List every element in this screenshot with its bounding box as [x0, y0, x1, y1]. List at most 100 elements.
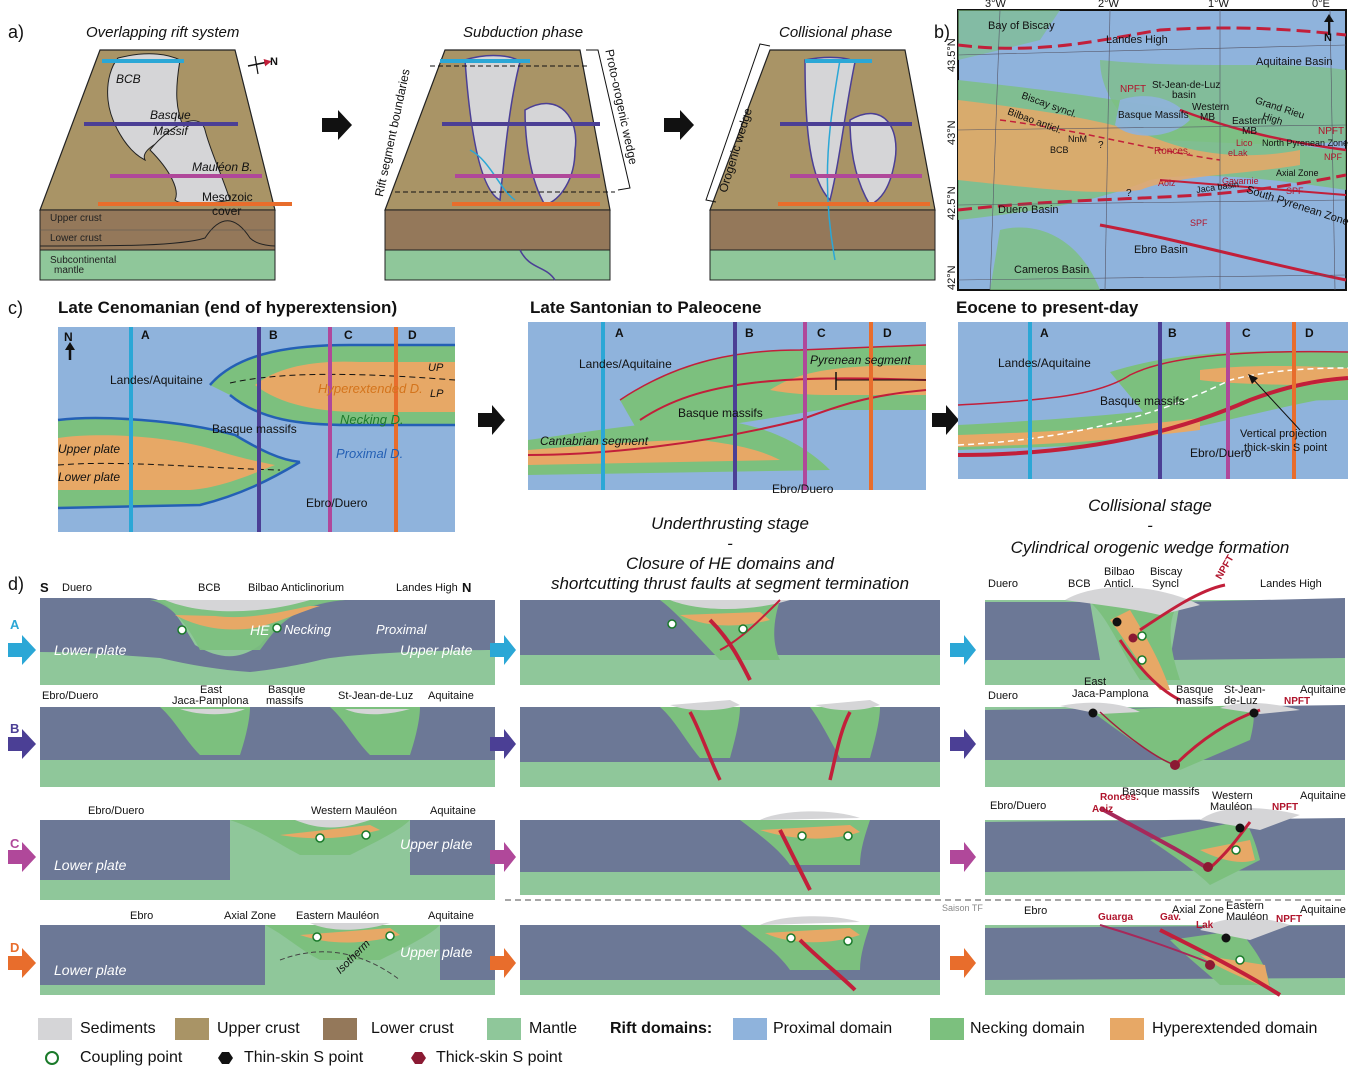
- label-spf-2: SPF: [1190, 218, 1208, 228]
- title-late-cenomanian: Late Cenomanian (end of hyperextension): [58, 298, 397, 318]
- legend-thick-skin: Thick-skin S point: [436, 1049, 562, 1067]
- c1-label-necking: Necking D.: [340, 412, 404, 427]
- label-elak: eLak: [1228, 148, 1248, 158]
- label-bcb: BCB: [116, 72, 141, 86]
- title-collisional: Collisional phase: [779, 24, 892, 41]
- c3-letter-d: D: [1305, 326, 1314, 340]
- dB-aquitaine: Aquitaine: [428, 690, 474, 702]
- c1-letter-a: A: [141, 328, 150, 342]
- label-question-1: ?: [1098, 140, 1104, 151]
- c1-letter-c: C: [344, 328, 353, 342]
- stage-closure-2: shortcutting thrust faults at segment te…: [520, 574, 940, 594]
- c1-label-lower-plate: Lower plate: [58, 470, 120, 484]
- arrow-c2: [932, 405, 959, 435]
- label-npft-b2: NPFT: [1318, 126, 1344, 137]
- dA-bilbao: Bilbao Anticlinorium: [248, 582, 344, 594]
- section-B3: [985, 703, 1345, 787]
- block-diagram-1: [40, 50, 292, 280]
- dB3-sjl-2: de-Luz: [1224, 695, 1258, 707]
- dA3-biscay-1: Biscay: [1150, 566, 1182, 578]
- arrow-a2: [664, 110, 694, 140]
- dA3-duero: Duero: [988, 578, 1018, 590]
- dA-s: S: [40, 580, 49, 595]
- label-nnm: NnM: [1068, 134, 1087, 144]
- compass-n-label: N: [270, 56, 278, 68]
- c3-letter-b: B: [1168, 326, 1177, 340]
- dA-he: HE: [250, 622, 269, 638]
- c2-label-ebro: Ebro/Duero: [772, 482, 833, 496]
- dA3-bilbao-1: Bilbao: [1104, 566, 1135, 578]
- section-C3: [985, 808, 1345, 895]
- dB3-basque-2: massifs: [1176, 695, 1213, 707]
- dB-basque-2: massifs: [266, 695, 303, 707]
- dA3-biscay-2: Syncl: [1152, 578, 1179, 590]
- dD-eastern: Eastern Mauléon: [296, 910, 379, 922]
- stage-cylindrical: Cylindrical orogenic wedge formation: [960, 538, 1340, 558]
- label-mantle: mantle: [54, 265, 84, 276]
- dA-lower-plate: Lower plate: [54, 642, 126, 658]
- label-npft-b1: NPFT: [1120, 84, 1146, 95]
- stage-dash-1: -: [540, 534, 920, 554]
- panel-label-a: a): [8, 22, 24, 43]
- title-eocene: Eocene to present-day: [956, 298, 1138, 318]
- row-letter-a: A: [10, 617, 19, 632]
- c1-label-ebro: Ebro/Duero: [306, 496, 367, 510]
- label-npz: North Pyrenean Zone: [1262, 138, 1348, 148]
- section-D2: [520, 916, 940, 995]
- section-B1: [40, 707, 495, 787]
- dB-ebro: Ebro/Duero: [42, 690, 98, 702]
- lat-43-5: 43.5°N: [946, 38, 958, 72]
- dD3-eastern-2: Mauléon: [1226, 911, 1268, 923]
- legend-rift-domains: Rift domains:: [610, 1020, 712, 1038]
- section-C2: [520, 811, 940, 895]
- label-aquitaine-basin: Aquitaine Basin: [1256, 56, 1332, 68]
- c2-letter-a: A: [615, 326, 624, 340]
- dC-upper-plate: Upper plate: [400, 836, 472, 852]
- legend-necking: Necking domain: [970, 1020, 1085, 1038]
- dA3-bilbao-2: Anticl.: [1104, 578, 1134, 590]
- dD3-lak: Lak: [1196, 920, 1213, 931]
- dA-n: N: [462, 580, 471, 595]
- label-saison-tf: Saison TF: [942, 903, 983, 913]
- dA3-landes: Landes High: [1260, 578, 1322, 590]
- dA-necking: Necking: [284, 622, 331, 637]
- section-D3: [985, 918, 1345, 995]
- dC3-western-2: Mauléon: [1210, 801, 1252, 813]
- c1-label-basque: Basque massifs: [212, 422, 297, 436]
- c1-label-hyper: Hyperextended D.: [318, 381, 423, 396]
- compass-a: [248, 56, 268, 74]
- label-cameros-basin: Cameros Basin: [1014, 264, 1089, 276]
- c1-label-landes: Landes/Aquitaine: [110, 373, 203, 387]
- label-ronces-map: Ronces.: [1154, 146, 1191, 157]
- label-ebro-basin: Ebro Basin: [1134, 244, 1188, 256]
- dD-lower-plate: Lower plate: [54, 962, 126, 978]
- c2-letter-b: B: [745, 326, 754, 340]
- label-mesozoic: Mesozoic: [202, 190, 253, 204]
- panel-label-c: c): [8, 298, 23, 319]
- row-letter-c: C: [10, 836, 19, 851]
- dC3-aoiz: Aoiz: [1092, 804, 1113, 815]
- dD-ebro: Ebro: [130, 910, 153, 922]
- lon-1w: 1°W: [1208, 0, 1229, 10]
- lon-0e: 0°E: [1312, 0, 1330, 10]
- title-subduction: Subduction phase: [463, 24, 583, 41]
- row-letter-b: B: [10, 721, 19, 736]
- dA-proximal: Proximal: [376, 622, 427, 637]
- dC3-aquitaine: Aquitaine: [1300, 790, 1346, 802]
- arrow-a1: [322, 110, 352, 140]
- legend-mantle: Mantle: [529, 1020, 577, 1038]
- dA-bcb: BCB: [198, 582, 221, 594]
- dB3-npft: NPFT: [1284, 696, 1310, 707]
- dD3-guarga: Guarga: [1098, 912, 1133, 923]
- block-diagram-3: [706, 44, 935, 280]
- dA-duero: Duero: [62, 582, 92, 594]
- dB3-east-2: Jaca-Pamplona: [1072, 688, 1148, 700]
- c1-label-up: UP: [428, 362, 443, 374]
- stage-dash-2: -: [960, 516, 1340, 536]
- dC3-npft: NPFT: [1272, 802, 1298, 813]
- c3-label-landes: Landes/Aquitaine: [998, 356, 1091, 370]
- c2-letter-c: C: [817, 326, 826, 340]
- stage-closure-1: Closure of HE domains and: [520, 554, 940, 574]
- lon-2w: 2°W: [1098, 0, 1119, 10]
- label-aoiz-map: Aoiz: [1158, 178, 1176, 188]
